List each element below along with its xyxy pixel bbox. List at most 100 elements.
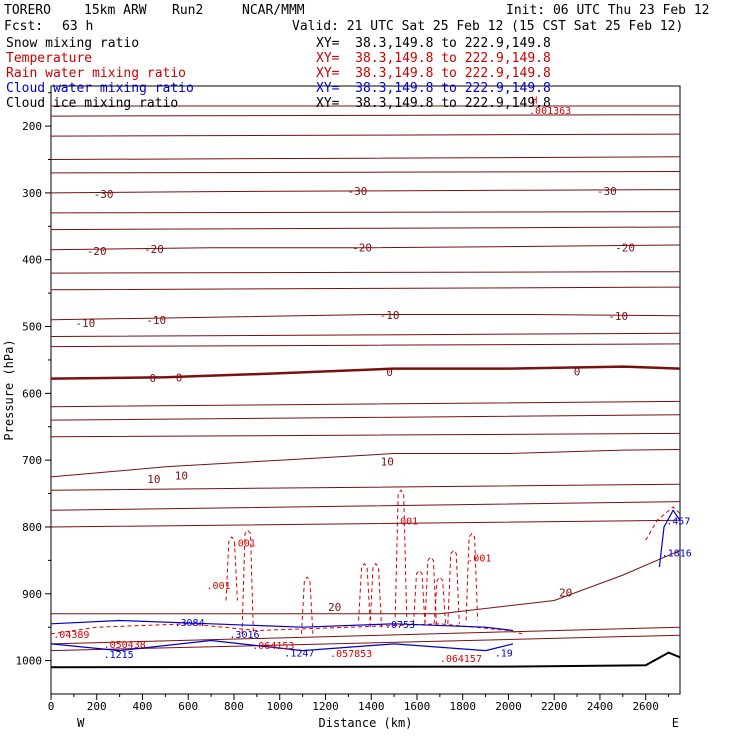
temperature-isotherm bbox=[51, 286, 680, 291]
resolution-label: 15km ARW bbox=[84, 3, 147, 18]
forecast-label: Fcst: bbox=[4, 19, 44, 34]
cloud-water-contour bbox=[51, 639, 514, 652]
temperature-label: 10 bbox=[381, 455, 394, 468]
temperature-label: -10 bbox=[380, 309, 400, 322]
x-tick-label: 200 bbox=[87, 700, 107, 713]
rain-contour bbox=[433, 576, 447, 624]
temperature-label: -30 bbox=[94, 188, 114, 201]
y-tick-label: 200 bbox=[22, 120, 42, 133]
field-name: Temperature bbox=[6, 51, 93, 66]
temperature-isotherm bbox=[51, 449, 680, 478]
y-tick-label: 1000 bbox=[16, 655, 43, 668]
temperature-isotherm bbox=[51, 244, 680, 251]
rain-label: .001 bbox=[207, 581, 231, 592]
rain-label: .001363 bbox=[529, 106, 571, 117]
valid-time: Valid: 21 UTC Sat 25 Feb 12 (15 CST Sat … bbox=[292, 19, 684, 34]
cloud-water-label: .3016 bbox=[229, 630, 259, 641]
rain-contour bbox=[424, 556, 437, 624]
rain-label: .057853 bbox=[330, 649, 372, 660]
temperature-label: 0 bbox=[574, 365, 581, 378]
forecast-hour: 63 h bbox=[62, 19, 94, 34]
temperature-label: -20 bbox=[144, 243, 164, 256]
run-label: Run2 bbox=[172, 3, 204, 18]
y-tick-label: 600 bbox=[22, 387, 42, 400]
temperature-label: 0 bbox=[386, 366, 393, 379]
plot-area: 0 200 400 600 800 1000 1200 1400 1600 1800 2000 220… bbox=[2, 85, 692, 730]
temperature-label: -20 bbox=[352, 242, 372, 255]
temperature-isotherm bbox=[51, 343, 680, 348]
x-tick-label: 1000 bbox=[266, 700, 293, 713]
rain-contour bbox=[358, 562, 371, 621]
x-tick-label: 1800 bbox=[449, 700, 476, 713]
y-tick-label: 900 bbox=[22, 588, 42, 601]
x-tick-label: 600 bbox=[178, 700, 198, 713]
field-xy: XY= 38.3,149.8 to 222.9,149.8 bbox=[316, 96, 551, 111]
rain-label: .064157 bbox=[440, 654, 482, 665]
temperature-label: 20 bbox=[328, 601, 341, 614]
temperature-label: 10 bbox=[147, 473, 160, 486]
temperature-isotherm bbox=[51, 626, 680, 645]
endpoint-east-label: E bbox=[672, 716, 679, 730]
x-tick-label: 400 bbox=[133, 700, 153, 713]
temperature-isotherm bbox=[51, 432, 680, 438]
field-xy: XY= 38.3,149.8 to 222.9,149.8 bbox=[316, 36, 551, 51]
temperature-isotherm bbox=[51, 156, 680, 160]
cloud-water-contour bbox=[658, 509, 680, 568]
temperature-label: -30 bbox=[597, 185, 617, 198]
temperature-isotherm bbox=[51, 189, 680, 194]
rain-contour bbox=[51, 623, 523, 635]
cloud-water-label: .1247 bbox=[284, 649, 314, 660]
cloud-water-contour bbox=[51, 619, 514, 632]
temperature-label: -10 bbox=[146, 314, 166, 327]
temperature-label: -20 bbox=[87, 245, 107, 258]
x-tick-label: 800 bbox=[224, 700, 244, 713]
temperature-isotherm bbox=[51, 271, 680, 274]
temperature-isotherm bbox=[51, 634, 680, 652]
field-name: Cloud ice mixing ratio bbox=[6, 96, 179, 111]
x-tick-label: 2400 bbox=[587, 700, 614, 713]
temperature-isotherm bbox=[51, 332, 680, 337]
x-axis-label: Distance (km) bbox=[319, 716, 413, 730]
field-name: Cloud water mixing ratio bbox=[6, 81, 194, 96]
y-tick-label: 800 bbox=[22, 521, 42, 534]
cloud-water-label: .457 bbox=[666, 516, 690, 527]
y-tick-label: 300 bbox=[22, 187, 42, 200]
rain-label: .001 bbox=[232, 538, 256, 549]
rain-contour bbox=[225, 536, 238, 601]
rain-label: .064153 bbox=[252, 641, 294, 652]
x-tick-label: 0 bbox=[48, 700, 55, 713]
cloud-water-label: .1816 bbox=[662, 548, 692, 559]
rain-label: .04389 bbox=[53, 630, 89, 641]
temperature-label: -10 bbox=[75, 317, 95, 330]
cloud-water-label: .1215 bbox=[104, 650, 134, 661]
temperature-label: 0 bbox=[149, 372, 156, 385]
rain-contour bbox=[241, 529, 254, 634]
temperature-isotherm bbox=[51, 483, 680, 491]
temperature-isotherm bbox=[51, 226, 680, 231]
temperature-isotherm bbox=[51, 114, 680, 117]
y-tick-label: 500 bbox=[22, 321, 42, 334]
rain-contour bbox=[369, 562, 382, 628]
field-xy: XY= 38.3,149.8 to 222.9,149.8 bbox=[316, 66, 551, 81]
y-tick-label: 700 bbox=[22, 454, 42, 467]
temperature-isotherm bbox=[51, 365, 680, 380]
x-tick-label: 1400 bbox=[358, 700, 385, 713]
temperature-isotherm bbox=[51, 314, 680, 321]
x-tick-label: 2000 bbox=[495, 700, 522, 713]
field-xy: XY= 38.3,149.8 to 222.9,149.8 bbox=[316, 51, 551, 66]
temperature-isotherm bbox=[51, 133, 680, 137]
rain-label: .001 bbox=[467, 554, 491, 565]
cloud-water-label: .3084 bbox=[175, 618, 205, 629]
field-name: Snow mixing ratio bbox=[6, 36, 140, 51]
plot-frame bbox=[50, 85, 681, 695]
rain-label: H bbox=[531, 95, 537, 106]
temperature-isotherm bbox=[51, 171, 680, 174]
x-tick-label: 1600 bbox=[404, 700, 431, 713]
y-axis-label: Pressure (hPa) bbox=[2, 339, 16, 440]
temperature-isotherm bbox=[51, 501, 680, 511]
x-tick-label: 1200 bbox=[312, 700, 339, 713]
init-time: Init: 06 UTC Thu 23 Feb 12 bbox=[506, 3, 710, 18]
rain-contour bbox=[394, 489, 408, 618]
